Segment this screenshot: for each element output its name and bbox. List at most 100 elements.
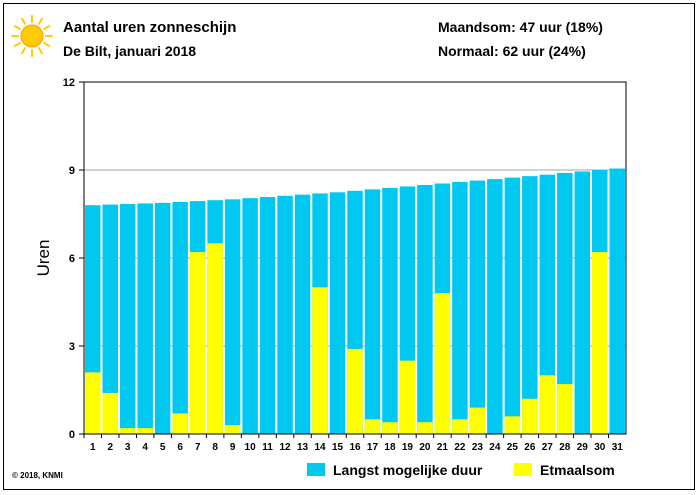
x-tick-label: 6 (177, 442, 183, 453)
sun-ray (43, 42, 51, 47)
x-tick-label: 3 (125, 442, 131, 453)
sun-ray (13, 42, 21, 47)
x-tick-label: 28 (559, 442, 571, 453)
bar-daily-sum (119, 428, 136, 434)
y-tick-label: 6 (69, 253, 75, 265)
bar-max-duration (242, 198, 258, 434)
y-tick-label: 3 (69, 341, 75, 353)
x-tick-label: 30 (594, 442, 606, 453)
x-tick-label: 17 (367, 442, 379, 453)
y-axis-label: Uren (34, 240, 53, 277)
x-tick-label: 12 (280, 442, 292, 453)
x-tick-label: 13 (297, 442, 309, 453)
legend-swatch-daily-sum (514, 463, 532, 476)
x-tick-label: 22 (454, 442, 466, 453)
bar-max-duration (557, 172, 573, 434)
bar-max-duration (137, 203, 153, 434)
legend-swatch-max-duration (307, 463, 325, 476)
bar-max-duration (574, 171, 591, 434)
sun-icon (11, 15, 53, 57)
bar-max-duration (102, 204, 118, 434)
bar-max-duration (119, 204, 136, 434)
bar-max-duration (259, 196, 276, 434)
bar-daily-sum (469, 407, 486, 434)
x-tick-label: 23 (472, 442, 484, 453)
x-tick-label: 24 (489, 442, 501, 453)
x-tick-label: 9 (230, 442, 236, 453)
bar-daily-sum (452, 419, 468, 434)
bar-daily-sum (522, 398, 538, 434)
bar-max-duration (329, 192, 346, 434)
x-tick-label: 26 (524, 442, 536, 453)
bar-max-duration (172, 201, 188, 434)
copyright-label: © 2018, KNMI (12, 471, 63, 480)
bar-max-duration (382, 187, 398, 434)
x-tick-label: 2 (107, 442, 113, 453)
chart-subtitle: De Bilt, januari 2018 (63, 43, 197, 59)
bar-daily-sum (224, 425, 241, 434)
bar-max-duration (294, 194, 311, 434)
bar-daily-sum (137, 428, 153, 434)
bar-max-duration (277, 195, 293, 434)
sun-ray (21, 47, 26, 55)
bar-daily-sum (434, 293, 451, 434)
month-sum-label: Maandsom: 47 uur (18%) (438, 19, 603, 35)
sun-ray (38, 17, 43, 25)
bar-max-duration (609, 168, 625, 435)
x-tick-label: 8 (212, 442, 218, 453)
x-tick-label: 14 (314, 442, 326, 453)
x-tick-label: 27 (542, 442, 554, 453)
x-tick-label: 16 (349, 442, 361, 453)
bar-daily-sum (557, 384, 573, 434)
x-tick-label: 7 (195, 442, 201, 453)
sun-ray (43, 25, 51, 30)
bar-max-duration (224, 199, 241, 434)
bar-daily-sum (539, 375, 556, 434)
sun-ray (38, 47, 43, 55)
x-tick-label: 1 (90, 442, 96, 453)
x-tick-label: 15 (332, 442, 344, 453)
bar-max-duration (487, 179, 503, 434)
x-tick-label: 21 (437, 442, 449, 453)
bar-max-duration (504, 177, 521, 435)
y-tick-label: 12 (63, 77, 75, 89)
bar-daily-sum (347, 348, 363, 434)
bar-daily-sum (382, 422, 398, 434)
legend-label-daily-sum: Etmaalsom (540, 462, 615, 478)
bar-daily-sum (417, 422, 433, 434)
normal-label: Normaal: 62 uur (24%) (438, 43, 586, 59)
bar-daily-sum (85, 372, 101, 434)
bar-max-duration (154, 202, 171, 434)
bar-max-duration (539, 174, 556, 434)
x-tick-label: 10 (245, 442, 257, 453)
legend-label-max-duration: Langst mogelijke duur (333, 462, 483, 478)
bar-max-duration (469, 180, 486, 434)
bar-max-duration (364, 189, 381, 434)
x-tick-label: 29 (577, 442, 589, 453)
x-tick-label: 25 (507, 442, 519, 453)
y-tick-label: 0 (69, 429, 75, 441)
bar-daily-sum (312, 287, 328, 434)
chart-title: Aantal uren zonneschijn (63, 19, 237, 36)
bar-max-duration (452, 182, 468, 434)
bar-daily-sum (364, 419, 381, 434)
x-tick-label: 4 (142, 442, 148, 453)
legend-item-max-duration: Langst mogelijke duur (307, 462, 482, 478)
bar-max-duration (417, 184, 433, 434)
sun-ray (13, 25, 21, 30)
x-tick-label: 5 (160, 442, 166, 453)
bar-daily-sum (504, 416, 521, 434)
bar-daily-sum (102, 392, 118, 434)
bar-daily-sum (592, 252, 608, 434)
legend-item-daily-sum: Etmaalsom (514, 462, 615, 478)
sun-ray (21, 17, 26, 25)
bar-daily-sum (172, 413, 188, 434)
x-tick-label: 31 (612, 442, 624, 453)
bar-daily-sum (399, 360, 416, 434)
y-tick-label: 9 (69, 165, 75, 177)
x-tick-label: 11 (262, 442, 273, 453)
bar-daily-sum (189, 252, 206, 434)
bar-max-duration (522, 176, 538, 434)
x-tick-label: 19 (402, 442, 414, 453)
